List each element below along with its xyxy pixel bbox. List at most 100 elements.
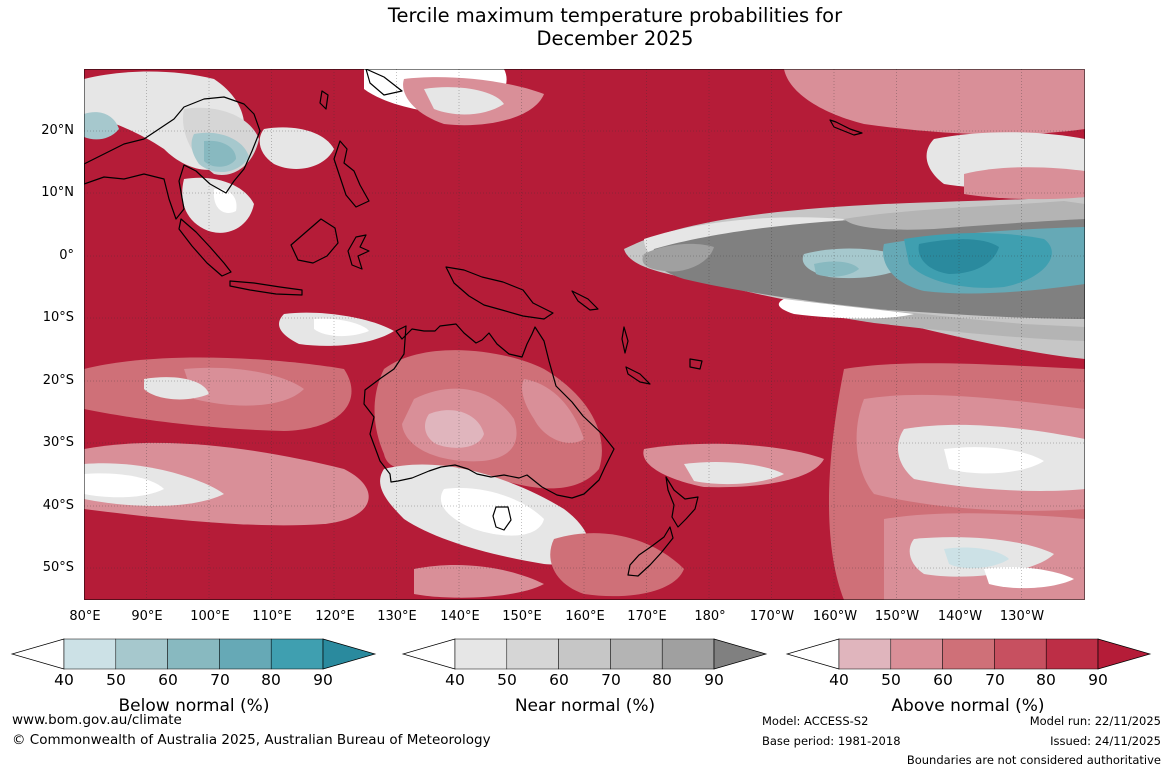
asia-coastline	[84, 96, 261, 220]
probability-region	[424, 410, 484, 448]
new-zealand-north-island	[665, 476, 699, 528]
above-normal-title: Above normal (%)	[891, 696, 1045, 716]
colorbar-high-extension	[1097, 638, 1152, 670]
map-frame	[84, 69, 1085, 600]
lat-label: 20°S	[42, 373, 74, 388]
probability-region	[144, 377, 209, 400]
colorbar-segment	[454, 638, 508, 670]
colorbar-segment	[558, 638, 611, 670]
probability-region	[964, 167, 1085, 200]
solomon-islands	[571, 290, 599, 311]
lon-label: 130°E	[377, 609, 417, 624]
probability-region	[440, 488, 544, 536]
tick-label: 90	[313, 671, 333, 689]
lon-label: 150°W	[874, 609, 920, 624]
tick-label: 90	[704, 671, 724, 689]
lon-label: 170°E	[627, 609, 667, 624]
model-text: Model: ACCESS-S2	[762, 714, 869, 728]
tick-label: 70	[601, 671, 621, 689]
below-normal-title: Below normal (%)	[118, 696, 270, 716]
probability-region	[184, 367, 304, 406]
probability-region	[642, 243, 714, 272]
probability-region	[204, 140, 236, 167]
colorbar-segment	[115, 638, 168, 670]
title-line-1: Tercile maximum temperature probabilitie…	[387, 4, 843, 27]
sulawesi-coastline	[347, 234, 370, 270]
colorbar-segment	[219, 638, 272, 670]
lat-label: 10°S	[42, 310, 74, 325]
probability-region	[984, 567, 1074, 589]
lon-label: 140°E	[440, 609, 480, 624]
lon-label: 130°W	[999, 609, 1045, 624]
title-line-2: December 2025	[536, 27, 694, 50]
colorbar-above-normal	[785, 638, 1152, 670]
borneo-coastline	[290, 218, 339, 264]
colorbar-segment	[1045, 638, 1099, 670]
colorbar-segment	[994, 638, 1047, 670]
probability-region	[522, 379, 584, 443]
colorbar-low-extension	[401, 638, 456, 670]
lon-label: 140°W	[937, 609, 983, 624]
new-guinea-coastline	[445, 266, 554, 320]
lon-label: 110°E	[252, 609, 292, 624]
disclaimer-text: Boundaries are not considered authoritat…	[906, 753, 1161, 767]
probability-region	[314, 318, 369, 337]
lon-label: 180°	[694, 609, 726, 624]
lon-label: 100°E	[190, 609, 230, 624]
probability-region	[414, 564, 544, 598]
colorbar-segment	[167, 638, 220, 670]
probability-map	[84, 69, 1085, 600]
lat-label: 20°N	[41, 123, 74, 138]
tick-label: 50	[497, 671, 517, 689]
colorbar-below-normal	[10, 638, 377, 670]
lon-label: 120°E	[315, 609, 355, 624]
lat-label: 50°S	[42, 560, 74, 575]
coastlines	[84, 69, 863, 577]
lat-label: 10°N	[41, 185, 74, 200]
java-coastline	[229, 280, 303, 296]
colorbar-segment	[610, 638, 663, 670]
tick-label: 80	[652, 671, 672, 689]
probability-patches	[84, 69, 1085, 600]
tick-label: 60	[549, 671, 569, 689]
probability-region	[784, 69, 1085, 135]
probability-region	[84, 473, 164, 498]
copyright-text: © Commonwealth of Australia 2025, Austra…	[12, 732, 491, 748]
near-normal-title: Near normal (%)	[514, 696, 656, 716]
colorbar-near-normal	[401, 638, 768, 670]
probability-region	[84, 112, 119, 140]
tick-label: 40	[54, 671, 74, 689]
probability-region	[684, 462, 784, 485]
colorbar-segment	[506, 638, 559, 670]
probability-region	[259, 127, 334, 169]
colorbar-segment	[942, 638, 995, 670]
philippines-coastline	[333, 140, 370, 208]
colorbar-high-extension	[713, 638, 768, 670]
probability-region	[424, 87, 504, 115]
tick-label: 40	[445, 671, 465, 689]
lon-label: 80°E	[69, 609, 101, 624]
tick-label: 80	[1036, 671, 1056, 689]
lat-label: 40°S	[42, 498, 74, 513]
probability-region	[213, 188, 237, 213]
japan-coastline	[365, 69, 403, 96]
colorbar-segment	[63, 638, 117, 670]
new-caledonia	[625, 366, 651, 385]
lon-label: 160°E	[565, 609, 605, 624]
colorbar-segment	[270, 638, 324, 670]
probability-region	[814, 261, 859, 277]
new-zealand-south-island	[627, 526, 674, 577]
probability-region	[918, 239, 999, 274]
website-link[interactable]: www.bom.gov.au/climate	[12, 712, 182, 728]
lon-label: 150°E	[502, 609, 542, 624]
lon-label: 90°E	[131, 609, 163, 624]
probability-region	[550, 533, 684, 597]
fiji	[689, 358, 703, 370]
sumatra-coastline	[178, 218, 232, 277]
colorbar-high-extension	[322, 638, 377, 670]
issued-text: Issued: 24/11/2025	[1050, 734, 1161, 748]
colorbar-low-extension	[785, 638, 840, 670]
colorbar-low-extension	[10, 638, 65, 670]
graticule	[84, 69, 1085, 600]
colorbar-segment	[661, 638, 715, 670]
